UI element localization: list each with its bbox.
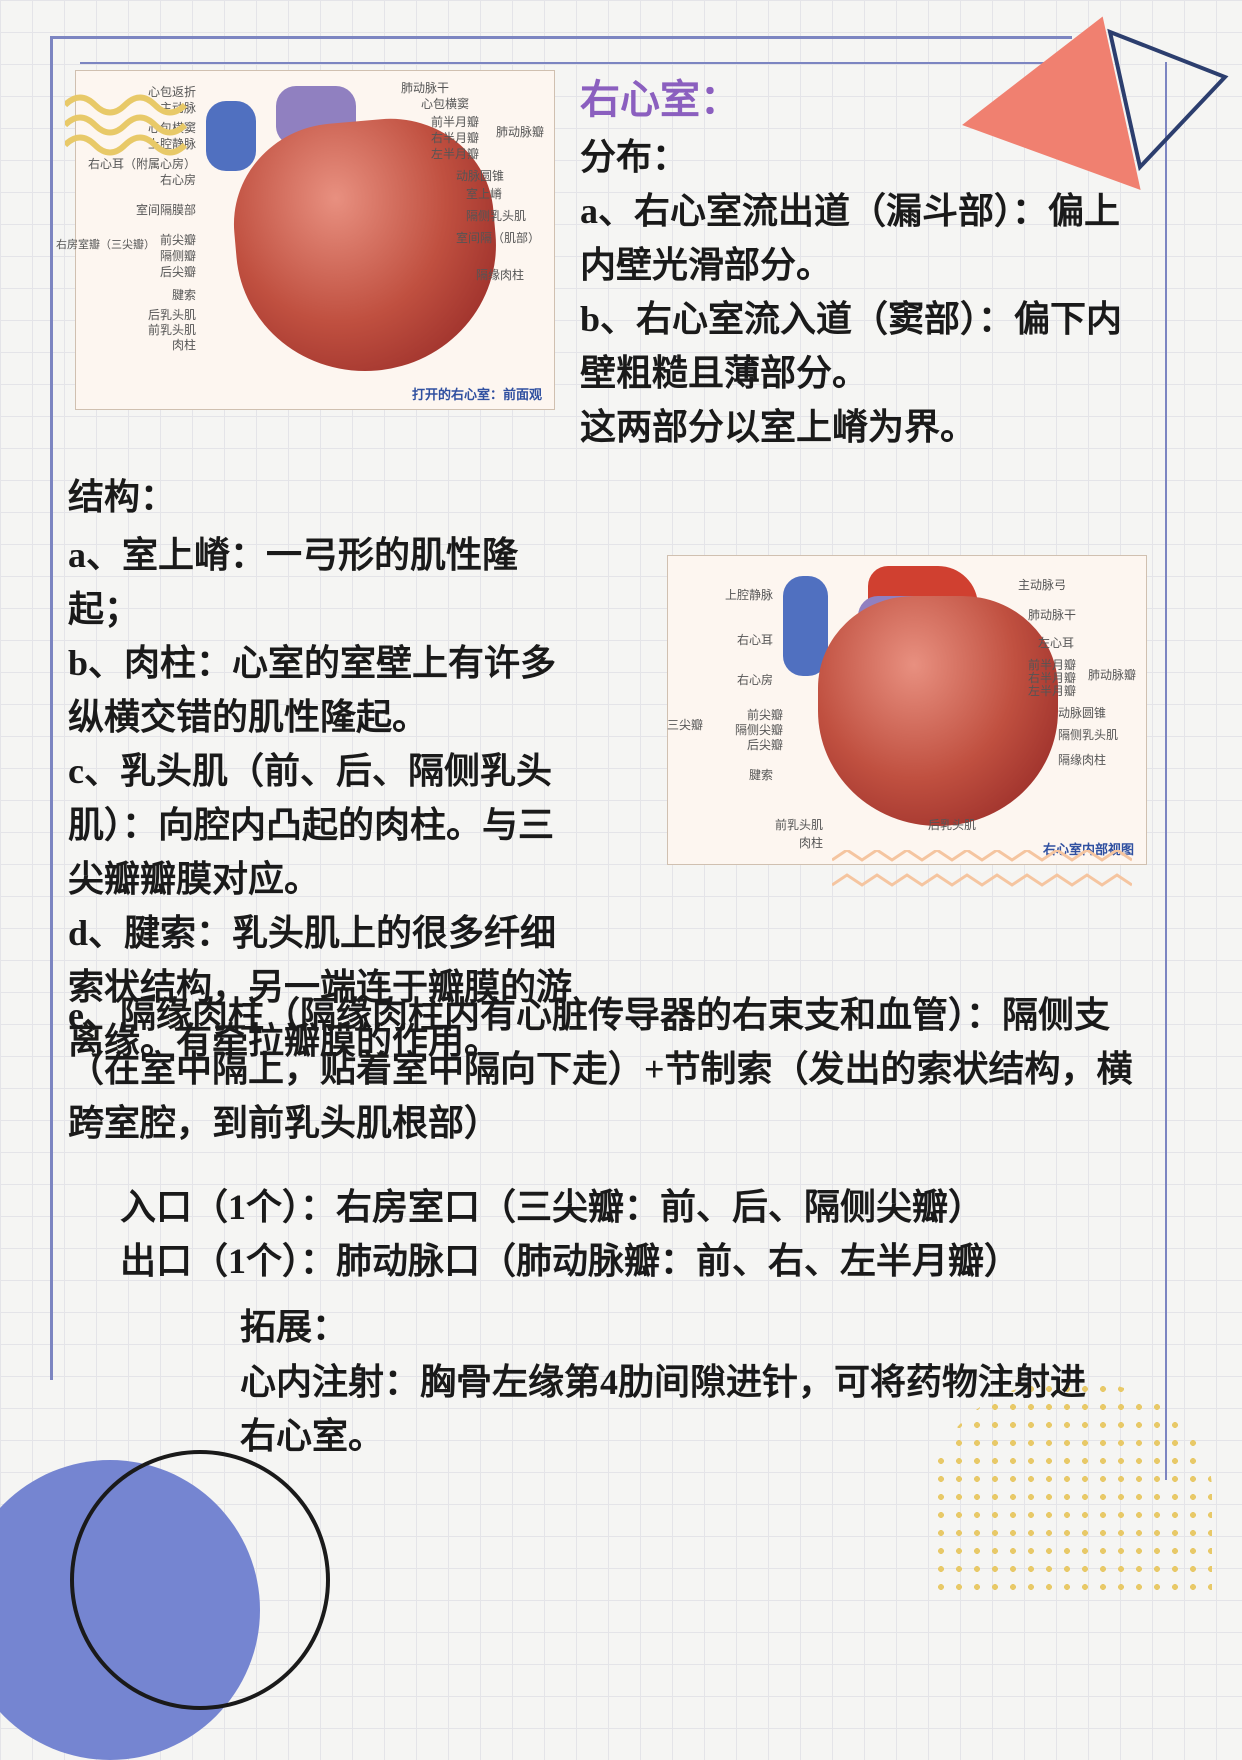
dist-note: 这两部分以室上嵴为界。 bbox=[580, 400, 1150, 454]
fig2-label-group: 肺动脉瓣 bbox=[1088, 666, 1136, 683]
fig1-label: 室间隔（肌部） bbox=[456, 229, 540, 246]
io-in: 入口（1个）：右房室口（三尖瓣：前、后、隔侧尖瓣） bbox=[120, 1180, 1150, 1234]
struct-item-c: c、乳头肌（前、后、隔侧乳头肌）：向腔内凸起的肉柱。与三尖瓣瓣膜对应。 bbox=[68, 744, 588, 906]
fig2-label: 隔缘肉柱 bbox=[1058, 751, 1106, 768]
fig1-label: 后尖瓣 bbox=[106, 263, 196, 280]
dist-heading: 分布： bbox=[580, 130, 1150, 184]
struct-item-a: a、室上嵴：一弓形的肌性隆起； bbox=[68, 528, 588, 636]
fig1-label: 室间隔膜部 bbox=[86, 201, 196, 218]
circle-outline-decoration bbox=[70, 1450, 330, 1710]
frame-border-right-inner bbox=[1165, 62, 1167, 1480]
fig1-caption: 打开的右心室：前面观 bbox=[412, 384, 542, 403]
fig1-label: 室上嵴 bbox=[466, 185, 502, 202]
fig1-label: 心包横窦 bbox=[421, 95, 469, 112]
fig1-label: 隔缘肉柱 bbox=[476, 266, 524, 283]
fig2-label: 左半月瓣 bbox=[1028, 682, 1076, 699]
fig2-label: 隔侧乳头肌 bbox=[1058, 726, 1118, 743]
dist-item-b: b、右心室流入道（窦部）：偏下内壁粗糙且薄部分。 bbox=[580, 292, 1150, 400]
fig2-label: 肉柱 bbox=[748, 834, 823, 851]
fig2-label: 右心耳 bbox=[678, 631, 773, 648]
fig1-label: 肉柱 bbox=[106, 336, 196, 353]
fig2-label: 腱索 bbox=[678, 766, 773, 783]
fig2-label: 动脉圆锥 bbox=[1058, 704, 1106, 721]
wave-yellow-decoration bbox=[65, 90, 195, 160]
fig1-label: 前半月瓣 bbox=[431, 113, 479, 130]
frame-border-top-inner bbox=[80, 62, 1102, 64]
io-out: 出口（1个）：肺动脉口（肺动脉瓣：前、右、左半月瓣） bbox=[120, 1234, 1150, 1288]
struct-item-e: e、隔缘肉柱（隔缘肉柱内有心脏传导器的右束支和血管）：隔侧支（在室中隔上，贴着室… bbox=[68, 988, 1148, 1150]
fig1-label: 隔侧乳头肌 bbox=[466, 207, 526, 224]
frame-border-top bbox=[50, 36, 1072, 39]
fig1-label: 右心房 bbox=[86, 171, 196, 188]
dist-item-a: a、右心室流出道（漏斗部）：偏上内壁光滑部分。 bbox=[580, 184, 1150, 292]
struct-heading: 结构： bbox=[68, 470, 176, 524]
page-title: 右心室： bbox=[580, 70, 1150, 130]
fig1-label: 动脉圆锥 bbox=[456, 167, 504, 184]
fig2-label: 上腔静脉 bbox=[678, 586, 773, 603]
fig2-label: 主动脉弓 bbox=[1018, 576, 1066, 593]
fig1-label: 腱索 bbox=[106, 286, 196, 303]
zigzag-decoration bbox=[832, 850, 1132, 910]
fig2-label: 肺动脉干 bbox=[1028, 606, 1076, 623]
fig2-label: 左心耳 bbox=[1038, 634, 1074, 651]
frame-border-left bbox=[50, 36, 53, 1380]
fig2-label-group: 三尖瓣 bbox=[663, 716, 703, 733]
fig2-label: 右心房 bbox=[678, 671, 773, 688]
struct-block: a、室上嵴：一弓形的肌性隆起； b、肉柱：心室的室壁上有许多纵横交错的肌性隆起。… bbox=[68, 528, 588, 1068]
fig2-label: 前乳头肌 bbox=[748, 816, 823, 833]
io-block: 入口（1个）：右房室口（三尖瓣：前、后、隔侧尖瓣） 出口（1个）：肺动脉口（肺动… bbox=[120, 1180, 1150, 1288]
fig1-label-group: 肺动脉瓣 bbox=[496, 123, 544, 140]
fig2-label: 后乳头肌 bbox=[928, 816, 976, 833]
fig1-label: 右半月瓣 bbox=[431, 129, 479, 146]
struct-item-b: b、肉柱：心室的室壁上有许多纵横交错的肌性隆起。 bbox=[68, 636, 588, 744]
anatomy-figure-internal: 上腔静脉 右心耳 右心房 前尖瓣 隔侧尖瓣 后尖瓣 三尖瓣 腱索 前乳头肌 肉柱… bbox=[667, 555, 1147, 865]
fig1-label: 肺动脉干 bbox=[401, 79, 449, 96]
ext-heading: 拓展： bbox=[240, 1300, 348, 1354]
fig1-label: 左半月瓣 bbox=[431, 145, 479, 162]
fig2-label: 后尖瓣 bbox=[703, 736, 783, 753]
ext-text: 心内注射：胸骨左缘第4肋间隙进针，可将药物注射进右心室。 bbox=[240, 1355, 1100, 1463]
fig1-label-group: 右房室瓣（三尖瓣） bbox=[56, 239, 106, 251]
distribution-block: 右心室： 分布： a、右心室流出道（漏斗部）：偏上内壁光滑部分。 b、右心室流入… bbox=[580, 70, 1150, 454]
